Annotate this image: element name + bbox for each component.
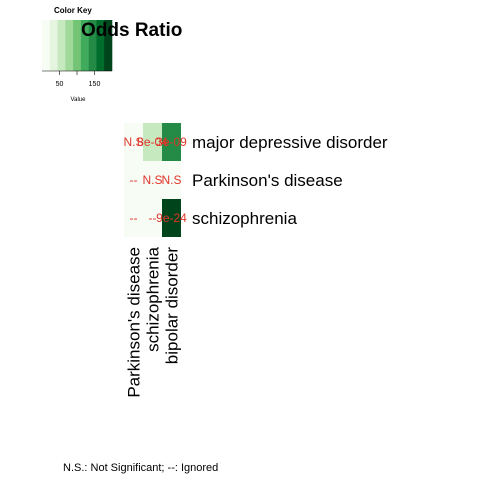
heatmap-cell (143, 123, 162, 161)
row-label: schizophrenia (192, 209, 297, 228)
color-key-xlabel: Value (71, 97, 87, 103)
heatmap-cell (162, 199, 181, 237)
heatmap-cell-label: 9e-24 (156, 211, 187, 225)
color-key-swatch (96, 20, 105, 71)
color-key-swatch (104, 20, 113, 71)
heatmap-cell (143, 199, 162, 237)
color-key-swatch (42, 20, 51, 71)
color-key-ticks: 50 150 (56, 71, 101, 88)
heatmap-cell-label: N.S (142, 173, 162, 187)
heatmap-cells (124, 123, 181, 237)
heatmap-cell (162, 123, 181, 161)
footnote: N.S.: Not Significant; --: Ignored (63, 462, 219, 474)
heatmap-cell-label: -- (149, 211, 157, 225)
column-label: schizophrenia (144, 246, 163, 351)
color-key-title: Color Key (54, 6, 92, 15)
color-key-swatch (65, 20, 74, 71)
color-key: Color Key 50 150 Value (42, 6, 113, 103)
heatmap-cell-label: N.S (123, 135, 143, 149)
heatmap-cell (124, 199, 143, 237)
color-key-swatch (88, 20, 97, 71)
color-key-swatches (42, 20, 113, 71)
row-label: major depressive disorder (192, 133, 388, 152)
heatmap-cell (143, 161, 162, 199)
column-label: bipolar disorder (163, 247, 182, 365)
color-key-swatch (80, 20, 89, 71)
heatmap-cell (124, 123, 143, 161)
color-key-swatch (73, 20, 82, 71)
heatmap-cell-label: -- (130, 211, 138, 225)
column-label: Parkinson's disease (125, 247, 144, 398)
heatmap-column-labels: Parkinson's disease schizophrenia bipolar … (125, 246, 182, 397)
heatmap-row-labels: major depressive disorder Parkinson's dis… (192, 133, 388, 228)
heatmap-cell-label: 3e-09 (156, 135, 187, 149)
color-key-swatch (49, 20, 58, 71)
heatmap-cell (124, 161, 143, 199)
heatmap-cell-label: N.S (161, 173, 181, 187)
color-key-swatch (57, 20, 66, 71)
row-label: Parkinson's disease (192, 171, 343, 190)
heatmap-cell-label: -- (130, 173, 138, 187)
color-key-tick-label: 150 (89, 81, 101, 88)
color-key-tick-label: 50 (56, 81, 64, 88)
page-title: Odds Ratio (81, 20, 183, 41)
heatmap-cell-label: 8e-04 (137, 135, 168, 149)
heatmap-cell (162, 161, 181, 199)
